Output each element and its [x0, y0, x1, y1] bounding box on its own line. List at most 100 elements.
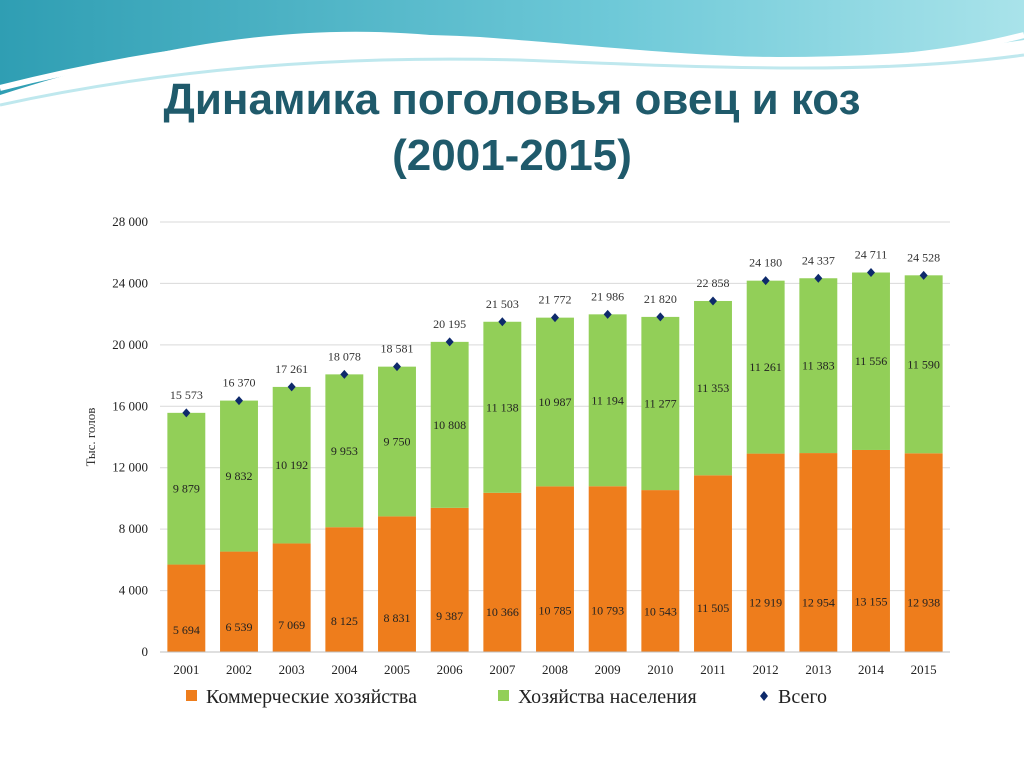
- y-axis-ticks: 0 4 000 8 000 12 000 16 000 20 000 24 000 28 00…: [112, 214, 148, 659]
- x-tick-label: 2013: [805, 662, 831, 677]
- value-labels: 5 694 9 879 6 539 9 832 7 069 10 192 8 125 9 95…: [173, 354, 940, 637]
- total-value-label: 21 820: [644, 292, 677, 306]
- value-label-commercial: 7 069: [278, 618, 305, 632]
- y-tick-label: 28 000: [112, 214, 148, 229]
- total-marker: [340, 369, 349, 379]
- value-label-commercial: 12 938: [907, 595, 940, 609]
- value-label-households: 11 138: [486, 400, 519, 414]
- x-tick-label: 2011: [700, 662, 726, 677]
- value-label-households: 9 750: [384, 435, 411, 449]
- total-value-label: 21 772: [539, 293, 572, 307]
- total-value-label: 24 337: [802, 253, 835, 267]
- value-label-commercial: 12 919: [749, 595, 782, 609]
- bar-commercial: [536, 486, 574, 652]
- total-marker: [761, 276, 770, 286]
- x-tick-label: 2009: [595, 662, 621, 677]
- value-label-households: 11 194: [591, 393, 624, 407]
- total-marker: [656, 312, 665, 322]
- legend-label: Хозяйства населения: [518, 686, 697, 708]
- bar-commercial: [746, 453, 785, 652]
- value-label-commercial: 9 387: [436, 609, 463, 623]
- x-tick-label: 2012: [753, 662, 779, 677]
- header-wave-decoration: [0, 0, 1024, 107]
- x-tick-label: 2001: [173, 662, 199, 677]
- total-marker: [814, 273, 823, 283]
- bar-households: [220, 400, 258, 552]
- value-label-households: 9 953: [331, 444, 358, 458]
- total-marker: [867, 268, 875, 278]
- stacked-bar-chart: 0 4 000 8 000 12 000 16 000 20 000 24 000 28 00…: [83, 214, 950, 708]
- value-label-households: 9 879: [173, 482, 200, 496]
- value-label-households: 11 277: [644, 396, 677, 410]
- bar-commercial: [641, 490, 680, 652]
- bar-households: [904, 275, 943, 454]
- value-label-commercial: 13 155: [855, 594, 888, 608]
- y-tick-label: 8 000: [119, 521, 148, 536]
- value-label-commercial: 8 125: [331, 614, 358, 628]
- bar-households: [746, 280, 785, 454]
- total-value-label: 22 858: [697, 276, 730, 290]
- y-tick-label: 0: [142, 644, 149, 659]
- x-tick-label: 2015: [911, 662, 937, 677]
- bar-households: [272, 386, 311, 544]
- total-marker: [182, 408, 191, 418]
- value-label-households: 11 353: [697, 381, 730, 395]
- bar-households: [588, 314, 627, 487]
- value-label-households: 10 987: [539, 395, 572, 409]
- x-tick-label: 2002: [226, 662, 252, 677]
- legend: Коммерческие хозяйства Хозяйства населени…: [186, 686, 827, 708]
- total-value-label: 24 180: [749, 256, 782, 270]
- bar-households: [641, 316, 680, 491]
- x-tick-label: 2003: [279, 662, 305, 677]
- y-tick-label: 12 000: [112, 460, 148, 475]
- total-marker: [603, 309, 612, 319]
- total-value-label: 24 711: [855, 248, 888, 262]
- total-value-label: 21 986: [591, 289, 624, 303]
- x-tick-label: 2007: [489, 662, 516, 677]
- bar-commercial: [378, 516, 416, 652]
- total-value-label: 24 528: [907, 250, 940, 264]
- bar-households: [694, 300, 732, 476]
- total-value-label: 18 581: [381, 342, 414, 356]
- bar-households: [799, 278, 838, 454]
- bar-households: [483, 321, 522, 493]
- x-tick-label: 2006: [437, 662, 464, 677]
- legend-swatch: [186, 690, 197, 701]
- bar-households: [167, 412, 206, 565]
- value-label-commercial: 10 793: [591, 604, 624, 618]
- value-label-commercial: 10 366: [486, 605, 519, 619]
- value-label-commercial: 8 831: [384, 611, 411, 625]
- bars: [167, 272, 943, 652]
- value-label-commercial: 5 694: [173, 623, 200, 637]
- bar-commercial: [220, 551, 258, 652]
- legend-item-commercial: Коммерческие хозяйства: [186, 686, 417, 708]
- total-marker: [235, 396, 243, 406]
- total-marker: [287, 382, 296, 392]
- value-label-households: 11 590: [907, 357, 940, 371]
- total-marker: [919, 270, 928, 280]
- bar-households: [325, 374, 364, 528]
- value-label-commercial: 6 539: [226, 620, 253, 634]
- bar-commercial: [430, 507, 469, 652]
- total-marker: [393, 362, 401, 372]
- value-label-commercial: 12 954: [802, 595, 835, 609]
- y-tick-label: 16 000: [112, 398, 148, 413]
- bar-commercial: [852, 449, 890, 652]
- y-tick-label: 20 000: [112, 337, 148, 352]
- x-tick-label: 2008: [542, 662, 568, 677]
- y-tick-label: 24 000: [112, 275, 148, 290]
- bar-commercial: [272, 543, 311, 652]
- bar-commercial: [799, 453, 838, 652]
- total-markers: 15 573 16 370 17 261 18 078 18 581 20 195 21 5…: [170, 248, 940, 418]
- total-value-label: 17 261: [275, 362, 308, 376]
- title-line-1: Динамика поголовья овец и коз: [163, 75, 861, 124]
- value-label-households: 11 261: [749, 360, 782, 374]
- legend-item-households: Хозяйства населения: [498, 686, 697, 708]
- bar-households: [536, 317, 574, 487]
- value-label-commercial: 10 785: [539, 604, 572, 618]
- total-marker: [445, 337, 454, 347]
- bar-commercial: [483, 492, 522, 652]
- total-marker: [551, 313, 559, 323]
- legend-swatch: [760, 691, 768, 701]
- bar-commercial: [325, 527, 364, 652]
